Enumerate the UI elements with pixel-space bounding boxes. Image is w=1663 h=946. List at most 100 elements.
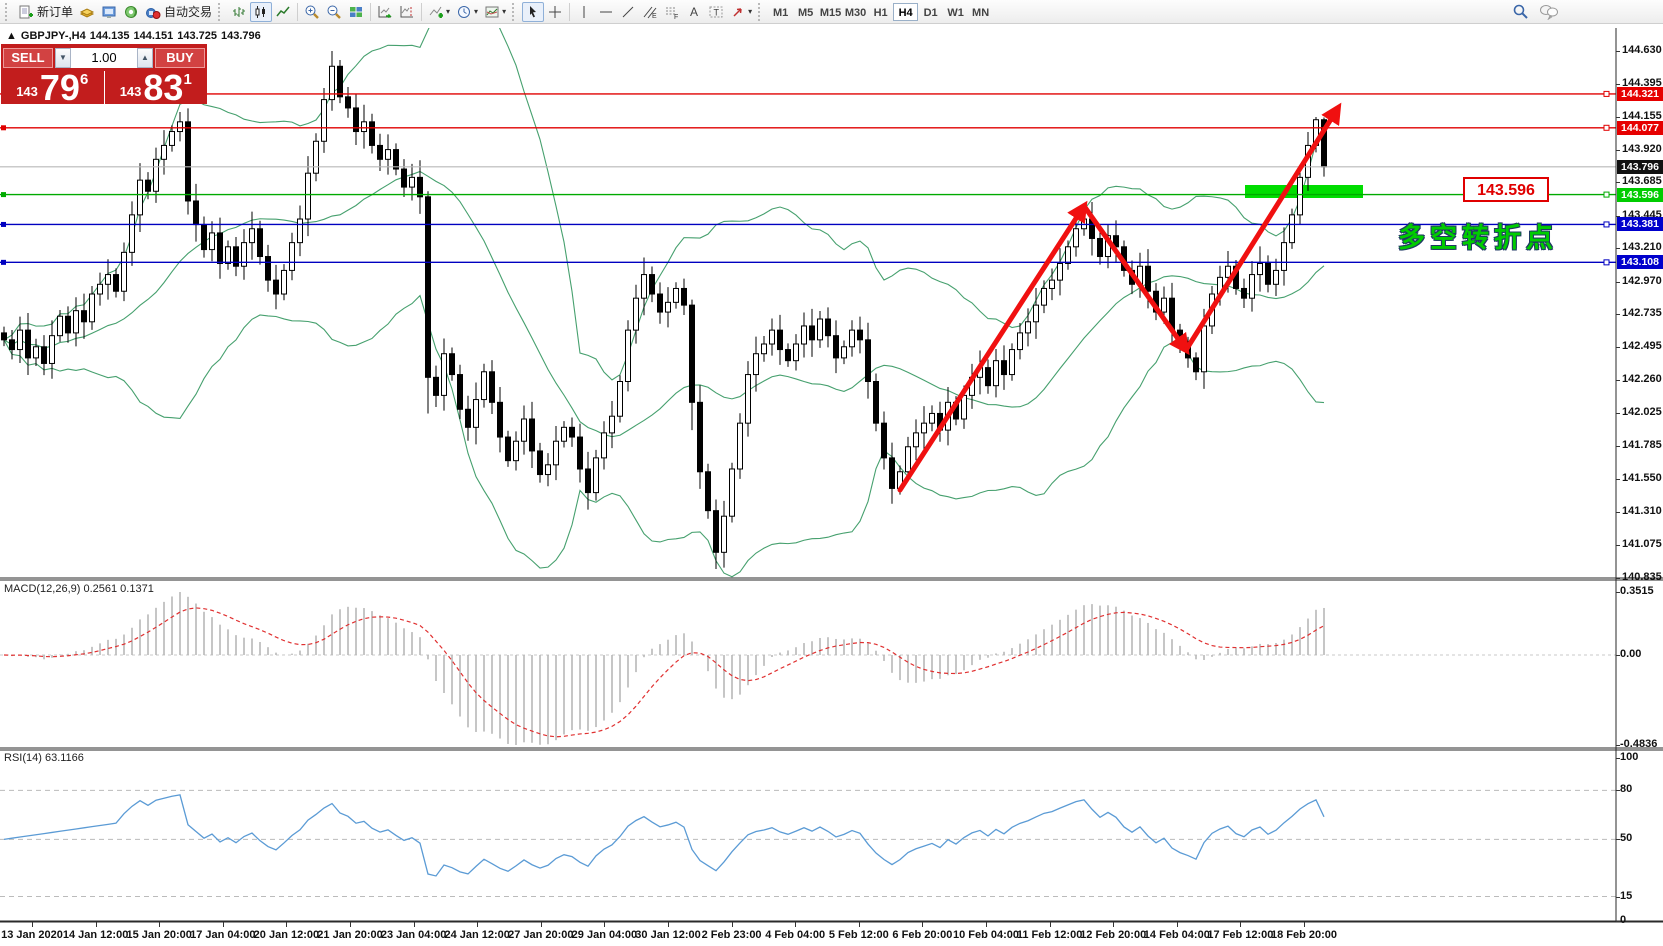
- chat-icon[interactable]: [1539, 3, 1559, 20]
- line-chart-button[interactable]: [272, 2, 294, 22]
- zoom-in-icon: [305, 5, 319, 19]
- time-label: 21 Jan 20:00: [317, 929, 383, 941]
- tab-timeframe-w1[interactable]: W1: [947, 6, 964, 19]
- zoom-out-button[interactable]: [323, 2, 345, 22]
- chart-shift-icon: [400, 5, 414, 17]
- ohlc-close: 143.796: [221, 30, 261, 42]
- candlestick-chart-button[interactable]: [250, 1, 273, 22]
- chevron-down-icon: ▾: [446, 7, 451, 16]
- ohlc-low: 143.725: [177, 30, 217, 42]
- text-label-button[interactable]: T: [705, 2, 727, 22]
- auto-scroll-button[interactable]: [374, 2, 396, 22]
- profiles-button[interactable]: [76, 2, 98, 22]
- toolbar-grip[interactable]: [758, 2, 763, 21]
- annotation-cn-text[interactable]: 多空转折点: [1398, 223, 1558, 253]
- tab-timeframe-m30[interactable]: M30: [844, 6, 867, 19]
- auto-scroll-icon: [378, 5, 392, 18]
- equidistant-channel-button[interactable]: E: [639, 2, 661, 22]
- vertical-line-button[interactable]: [573, 2, 595, 22]
- rsi-pane[interactable]: [0, 789, 1616, 898]
- buy-price-pip: 1: [183, 71, 192, 88]
- macd-signal-line: [3, 607, 1325, 738]
- support-zone-rect[interactable]: [1245, 185, 1363, 198]
- time-label: 15 Jan 20:00: [126, 929, 192, 941]
- volume-decrease-button[interactable]: ▼: [55, 48, 71, 68]
- svg-text:T: T: [714, 7, 720, 17]
- clock-icon: [458, 5, 471, 18]
- trendline-button[interactable]: [617, 2, 639, 22]
- time-label: 29 Jan 04:00: [571, 929, 638, 941]
- sell-price[interactable]: 143 79 6: [1, 70, 105, 106]
- collapse-arrow-icon[interactable]: ▲: [6, 30, 17, 42]
- trend-arrow-3[interactable]: [1183, 102, 1342, 353]
- volume-input[interactable]: 1.00: [71, 48, 137, 68]
- autotrading-button[interactable]: 自动交易: [142, 2, 215, 22]
- time-label: 27 Jan 20:00: [508, 929, 574, 941]
- tile-windows-button[interactable]: [345, 2, 367, 22]
- equidistant-channel-icon: E: [643, 6, 657, 20]
- time-label: 11 Feb 12:00: [1016, 929, 1083, 941]
- price-level-label[interactable]: 143.596: [1463, 177, 1549, 202]
- sell-button[interactable]: SELL: [3, 48, 53, 68]
- time-label: 13 Jan 2020: [1, 929, 63, 941]
- cursor-button[interactable]: [522, 1, 545, 22]
- chevron-down-icon: ▾: [748, 7, 753, 16]
- bollinger-upper-band[interactable]: [3, 0, 1325, 381]
- time-label: 5 Feb 12:00: [828, 929, 889, 941]
- market-watch-button[interactable]: [98, 2, 120, 22]
- tab-timeframe-m5[interactable]: M5: [797, 6, 814, 19]
- svg-text:A: A: [690, 5, 698, 19]
- indicators-button[interactable]: ▾: [425, 2, 453, 22]
- templates-button[interactable]: ▾: [481, 2, 509, 22]
- tab-timeframe-m15[interactable]: M15: [819, 6, 842, 19]
- time-label: 4 Feb 04:00: [765, 929, 826, 941]
- toolbar-grip[interactable]: [218, 2, 223, 21]
- symbol-name: GBPJPY-,H4: [20, 30, 86, 42]
- toolbar-grip[interactable]: [5, 2, 10, 21]
- crosshair-button[interactable]: [544, 2, 566, 22]
- time-label: 17 Jan 04:00: [190, 929, 256, 941]
- trend-arrow-2[interactable]: [1081, 203, 1190, 356]
- macd-pane[interactable]: [0, 592, 1616, 745]
- bollinger-middle-band[interactable]: [3, 170, 1325, 438]
- search-icon[interactable]: [1512, 3, 1529, 20]
- periods-button[interactable]: ▾: [453, 2, 481, 22]
- trend-arrow-1[interactable]: [897, 200, 1088, 493]
- ohlc-high: 144.151: [133, 30, 174, 42]
- fibonacci-icon: F: [666, 7, 678, 20]
- signals-button[interactable]: [120, 2, 142, 22]
- new-order-button[interactable]: 新订单: [15, 2, 76, 22]
- text-button[interactable]: A: [683, 2, 705, 22]
- bar-chart-icon: [233, 6, 246, 17]
- svg-text:E: E: [652, 13, 657, 20]
- time-label: 24 Jan 12:00: [444, 929, 510, 941]
- bollinger-lower-band[interactable]: [3, 294, 1325, 578]
- chevron-down-icon: ▾: [474, 7, 479, 16]
- main-price-pane[interactable]: [0, 0, 1616, 578]
- volume-increase-button[interactable]: ▲: [137, 48, 153, 68]
- text-icon: A: [690, 5, 698, 19]
- tab-timeframe-d1[interactable]: D1: [923, 6, 938, 19]
- rsi-header: RSI(14) 63.1166: [4, 752, 84, 764]
- chart-shift-button[interactable]: [396, 2, 418, 22]
- bar-chart-button[interactable]: [228, 2, 250, 22]
- toolbar-grip[interactable]: [512, 2, 517, 21]
- tab-timeframe-mn[interactable]: MN: [972, 6, 990, 19]
- indicators-icon: [429, 6, 444, 18]
- tab-timeframe-h1[interactable]: H1: [873, 6, 888, 19]
- market-watch-icon: [102, 6, 116, 18]
- crosshair-icon: [549, 5, 562, 18]
- arrows-button[interactable]: ▾: [727, 2, 755, 22]
- candlestick-chart-icon: [255, 5, 266, 18]
- svg-text:F: F: [674, 14, 678, 20]
- zoom-in-button[interactable]: [301, 2, 323, 22]
- buy-button[interactable]: BUY: [155, 48, 205, 68]
- sell-price-prefix: 143: [16, 84, 38, 99]
- tab-timeframe-h4[interactable]: H4: [893, 2, 919, 21]
- time-label: 30 Jan 12:00: [635, 929, 701, 941]
- buy-price[interactable]: 143 83 1: [105, 70, 208, 106]
- horizontal-line-button[interactable]: [595, 2, 617, 22]
- tab-timeframe-m1[interactable]: M1: [772, 6, 789, 19]
- fibonacci-button[interactable]: F: [661, 2, 683, 22]
